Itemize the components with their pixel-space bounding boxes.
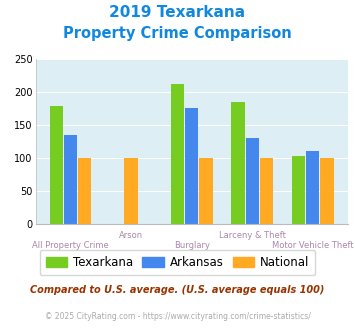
Bar: [246, 138, 259, 224]
Bar: [260, 158, 273, 224]
Bar: [199, 158, 213, 224]
Bar: [292, 156, 305, 224]
Bar: [50, 106, 63, 224]
Bar: [125, 158, 138, 224]
Text: Compared to U.S. average. (U.S. average equals 100): Compared to U.S. average. (U.S. average …: [30, 285, 325, 295]
Text: 2019 Texarkana: 2019 Texarkana: [109, 5, 246, 20]
Bar: [320, 158, 334, 224]
Text: Property Crime Comparison: Property Crime Comparison: [63, 26, 292, 41]
Bar: [185, 108, 198, 224]
Legend: Texarkana, Arkansas, National: Texarkana, Arkansas, National: [40, 250, 315, 275]
Text: Arson: Arson: [119, 231, 143, 240]
Bar: [306, 151, 320, 224]
Bar: [78, 158, 92, 224]
Text: Larceny & Theft: Larceny & Theft: [219, 231, 286, 240]
Text: Burglary: Burglary: [174, 241, 210, 250]
Bar: [231, 102, 245, 224]
Bar: [171, 84, 184, 224]
Text: Motor Vehicle Theft: Motor Vehicle Theft: [272, 241, 354, 250]
Text: © 2025 CityRating.com - https://www.cityrating.com/crime-statistics/: © 2025 CityRating.com - https://www.city…: [45, 312, 310, 321]
Text: All Property Crime: All Property Crime: [32, 241, 109, 250]
Bar: [64, 135, 77, 224]
